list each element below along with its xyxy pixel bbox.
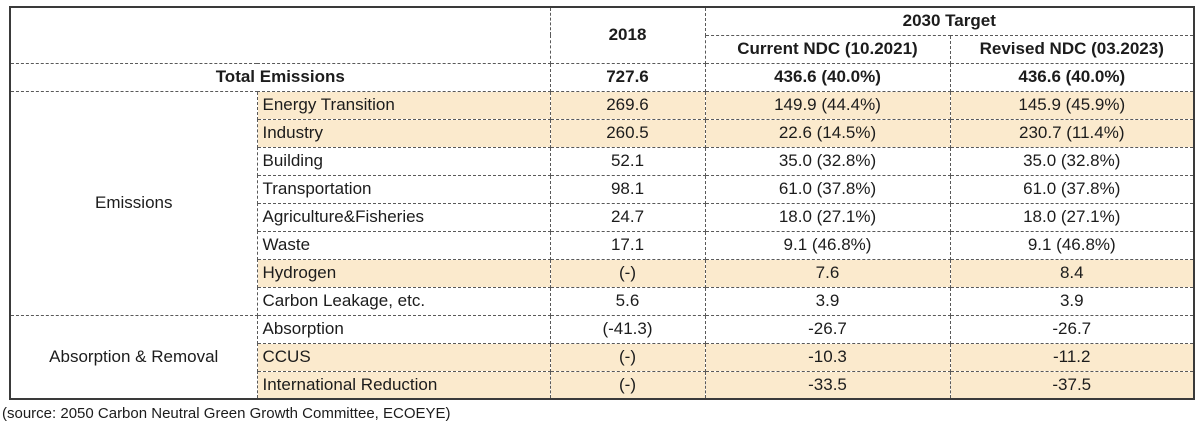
table-row: Absorption & Removal Absorption (-41.3) … — [9, 314, 1195, 400]
table-row: Carbon Leakage, etc. 5.6 3.9 3.9 — [10, 286, 1195, 316]
header-2030-target: 2030 Target — [704, 6, 1195, 36]
value-current: 9.1 (46.8%) — [704, 230, 951, 260]
header-row-2: Current NDC (10.2021) Revised NDC (03.20… — [10, 34, 1195, 64]
value-revised: 18.0 (27.1%) — [949, 202, 1195, 232]
value-2018: 52.1 — [549, 146, 706, 176]
value-revised: 8.4 — [949, 258, 1195, 288]
total-emissions-label: Total Emissions — [9, 62, 551, 92]
source-note: (source: 2050 Carbon Neutral Green Growt… — [2, 405, 451, 422]
total-2018-value: 727.6 — [549, 62, 706, 92]
value-2018: 269.6 — [549, 90, 706, 120]
category-cell: Agriculture&Fisheries — [256, 202, 551, 232]
header-row-1: 2018 2030 Target — [9, 6, 1195, 64]
table-row: Emissions Energy Transition 269.6 149.9 … — [9, 90, 1195, 316]
table-row: Industry 260.5 22.6 (14.5%) 230.7 (11.4%… — [10, 118, 1195, 148]
emissions-table: 2018 2030 Target Current NDC (10.2021) R… — [9, 6, 1196, 400]
value-revised: -26.7 — [949, 314, 1195, 344]
value-current: 61.0 (37.8%) — [704, 174, 951, 204]
value-revised: 61.0 (37.8%) — [949, 174, 1195, 204]
category-cell: Transportation — [256, 174, 551, 204]
category-cell: Carbon Leakage, etc. — [256, 286, 551, 316]
value-revised: 145.9 (45.9%) — [949, 90, 1195, 120]
value-2018: (-) — [549, 258, 706, 288]
value-current: -33.5 — [704, 370, 951, 400]
value-revised: -11.2 — [949, 342, 1195, 372]
value-revised: 35.0 (32.8%) — [949, 146, 1195, 176]
group-label-absorption-removal: Absorption & Removal — [9, 314, 258, 400]
value-2018: 24.7 — [549, 202, 706, 232]
table-row: Waste 17.1 9.1 (46.8%) 9.1 (46.8%) — [10, 230, 1195, 260]
value-revised: 3.9 — [949, 286, 1195, 316]
category-cell: Energy Transition — [256, 90, 551, 120]
value-current: -26.7 — [704, 314, 951, 344]
value-2018: 98.1 — [549, 174, 706, 204]
category-cell: Industry — [256, 118, 551, 148]
category-cell: Building — [256, 146, 551, 176]
table-row: CCUS (-) -10.3 -11.2 — [10, 342, 1195, 372]
category-cell: CCUS — [256, 342, 551, 372]
category-cell: Hydrogen — [256, 258, 551, 288]
value-current: -10.3 — [704, 342, 951, 372]
value-revised: 230.7 (11.4%) — [949, 118, 1195, 148]
value-2018: (-) — [549, 342, 706, 372]
header-current-ndc: Current NDC (10.2021) — [704, 34, 951, 64]
value-2018: 260.5 — [549, 118, 706, 148]
category-cell: Waste — [256, 230, 551, 260]
table-row: International Reduction (-) -33.5 -37.5 — [10, 370, 1195, 400]
value-2018: 5.6 — [549, 286, 706, 316]
value-current: 22.6 (14.5%) — [704, 118, 951, 148]
category-cell: International Reduction — [256, 370, 551, 400]
header-revised-ndc: Revised NDC (03.2023) — [949, 34, 1195, 64]
value-2018: (-) — [549, 370, 706, 400]
value-current: 149.9 (44.4%) — [704, 90, 951, 120]
value-current: 7.6 — [704, 258, 951, 288]
table-row: Building 52.1 35.0 (32.8%) 35.0 (32.8%) — [10, 146, 1195, 176]
group-label-emissions: Emissions — [9, 90, 258, 316]
table-row: Hydrogen (-) 7.6 8.4 — [10, 258, 1195, 288]
corner-empty-cell — [9, 6, 551, 64]
value-2018: 17.1 — [549, 230, 706, 260]
emissions-table-container: 2018 2030 Target Current NDC (10.2021) R… — [9, 6, 1196, 400]
value-revised: 9.1 (46.8%) — [949, 230, 1195, 260]
value-2018: (-41.3) — [549, 314, 706, 344]
total-emissions-row: Total Emissions 727.6 436.6 (40.0%) 436.… — [9, 62, 1195, 92]
table-row: Transportation 98.1 61.0 (37.8%) 61.0 (3… — [10, 174, 1195, 204]
value-current: 35.0 (32.8%) — [704, 146, 951, 176]
value-current: 18.0 (27.1%) — [704, 202, 951, 232]
category-cell: Absorption — [256, 314, 551, 344]
table-row: Agriculture&Fisheries 24.7 18.0 (27.1%) … — [10, 202, 1195, 232]
header-2018: 2018 — [549, 6, 706, 64]
total-revised-value: 436.6 (40.0%) — [949, 62, 1195, 92]
value-revised: -37.5 — [949, 370, 1195, 400]
value-current: 3.9 — [704, 286, 951, 316]
total-current-value: 436.6 (40.0%) — [704, 62, 951, 92]
